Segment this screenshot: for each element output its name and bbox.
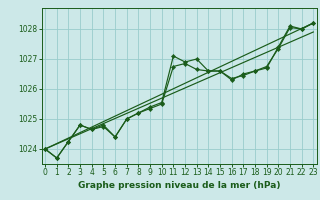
- X-axis label: Graphe pression niveau de la mer (hPa): Graphe pression niveau de la mer (hPa): [78, 181, 280, 190]
